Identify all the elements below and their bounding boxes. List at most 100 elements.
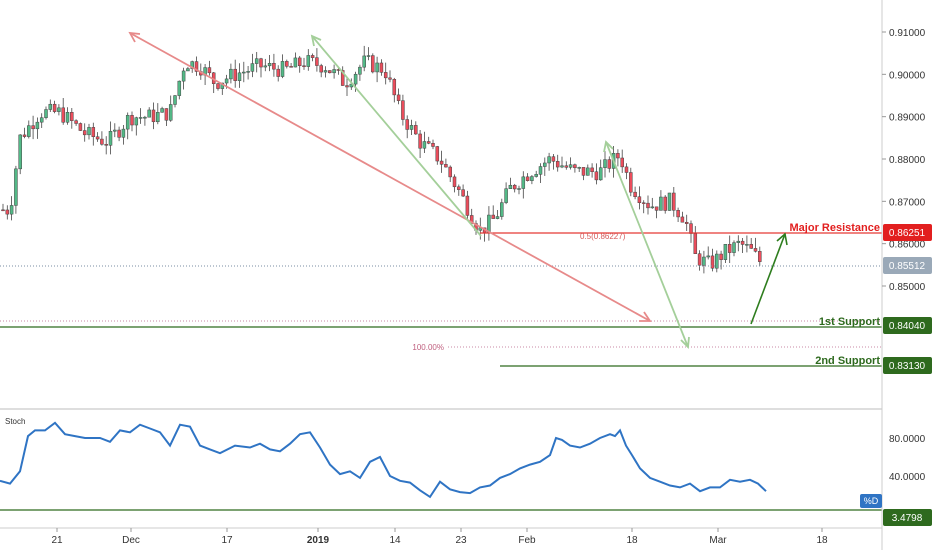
candlestick [590,163,594,178]
candlestick [508,177,513,189]
candlestick [366,47,371,61]
pink-long-arrow [128,31,652,322]
candlestick [130,111,134,132]
price-axis-label: 0.87000 [889,197,926,208]
candlestick [697,250,702,271]
candlestick [637,186,642,210]
candlestick [134,116,139,136]
candlestick [624,163,629,180]
candlestick [663,195,667,214]
candlestick [745,235,749,253]
time-axis: 21 Dec 17 2019 14 23 Feb 18 Mar 18 [0,527,882,546]
time-axis-label: 21 [51,535,63,546]
green-fib-arrow-1 [310,34,482,237]
time-axis-label: 18 [816,535,828,546]
candlestick [302,57,306,70]
candlestick [82,123,87,142]
candlestick [740,238,745,254]
candlestick [156,103,160,125]
candlestick [594,163,599,185]
candlestick [573,163,577,173]
candlestick [138,108,143,124]
stoch-axis-label: 80.0000 [889,434,926,445]
candlestick [22,127,27,139]
candlestick [272,53,276,77]
candlestick [396,88,401,105]
fib-100-label: 100.00% [412,343,444,352]
candlestick [512,183,517,193]
candlestick [577,166,581,172]
svg-text:0.85512: 0.85512 [889,261,926,272]
candlestick [280,54,285,79]
candlestick [616,149,620,167]
candlestick [457,184,461,196]
candlestick [194,56,199,76]
candlestick [14,165,18,214]
candlestick [547,152,551,171]
candlestick [61,98,65,125]
candlestick [560,156,564,169]
candlestick [414,121,418,135]
candlestick [254,51,259,73]
candlestick [517,185,521,195]
candlestick [306,49,311,71]
candlestick [323,66,328,78]
time-axis-label: 2019 [307,535,330,546]
candlestick [207,60,212,76]
time-axis-label: 17 [221,535,233,546]
candlestick [650,197,655,209]
candlestick [388,70,392,83]
candlestick [186,66,190,72]
candlestick [57,104,61,116]
candlestick [362,45,366,72]
price-axis: 0.91000 0.90000 0.89000 0.88000 0.87000 0.860… [881,0,932,550]
candlestick [78,122,83,132]
time-axis-label: Feb [518,535,536,546]
candlestick [276,65,280,82]
second-support-label: 2nd Support [815,355,880,367]
fib-50-label: 0.5(0.86227) [580,232,626,241]
candlestick [375,56,379,83]
svg-text:0.84040: 0.84040 [889,321,926,332]
candlestick [9,196,14,221]
candlestick [727,235,732,264]
candlestick [620,149,624,173]
candlestick [598,159,603,181]
candlestick [117,126,121,142]
time-axis-label: Mar [709,535,727,546]
svg-text:0.86251: 0.86251 [889,228,926,239]
candlestick [285,59,289,69]
candlestick [164,108,169,126]
price-axis-label: 0.85000 [889,282,926,293]
svg-text:0.83130: 0.83130 [889,361,926,372]
candlestick [74,119,78,126]
candlestick [31,115,35,140]
candlestick [237,63,242,88]
candlestick [147,107,151,118]
candlestick [732,240,736,257]
second-support-tag: 0.83130 [883,357,932,374]
candlestick [461,184,465,198]
green-fib-arrow-2 [603,140,690,349]
price-axis-label: 0.86000 [889,240,926,251]
candlestick [753,237,758,253]
candlestick [543,157,547,176]
candlestick [267,54,272,72]
candlestick [444,158,448,168]
stoch-d-line [0,421,767,499]
current-price-tag: 0.85512 [883,257,932,274]
candlestick [39,113,44,128]
candlestick [293,52,298,68]
candlestick [500,198,504,220]
candlestick [87,123,91,140]
candlestick [5,205,10,220]
candlestick [259,57,263,78]
candlestick [345,77,349,97]
stoch-d-legend-tag[interactable]: %D [860,494,882,508]
candlestick [246,66,250,80]
stoch-title: Stoch [5,417,25,426]
candlestick [538,163,543,183]
candlestick [758,246,762,266]
candlestick [586,164,590,176]
candlestick [684,214,689,232]
